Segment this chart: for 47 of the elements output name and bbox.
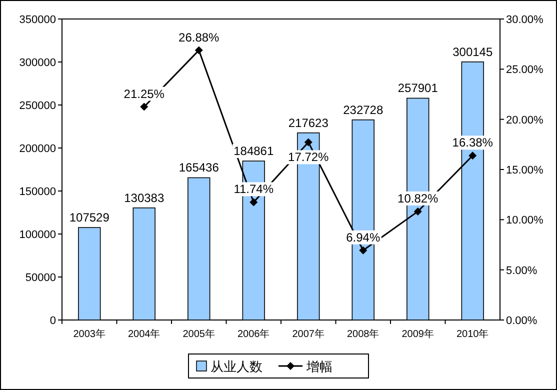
x-tick-label: 2009年 [402,328,434,340]
data-label: 300145 [452,44,493,59]
legend-label: 增幅 [306,359,332,374]
x-tick-label: 2010年 [456,328,489,340]
point [468,152,477,160]
data-label: 26.88% [178,30,220,44]
x-tick-label: 2003年 [73,328,106,340]
y-tick-label: 50000 [25,272,56,284]
y2-tick-label: 15.00% [506,164,544,176]
y2-tick-label: 20.00% [506,114,544,126]
y2-tick-label: 25.00% [506,64,544,76]
data-label: 11.74% [234,182,274,196]
point [194,46,203,54]
x-tick-label: 2006年 [238,328,270,340]
y2-tick-label: 30.00% [506,14,544,26]
y-tick-label: 150000 [19,186,56,198]
data-label: 6.94% [346,230,380,244]
point [359,246,368,254]
legend-label: 从业人数 [210,359,262,374]
data-label: 16.38% [452,136,494,150]
y2-tick-label: 10.00% [506,214,544,227]
y-tick-label: 300000 [19,57,56,69]
y-tick-label: 250000 [19,100,56,112]
data-label: 257901 [398,81,438,96]
data-label: 165436 [178,160,220,175]
data-label: 21.25% [124,86,165,101]
point [140,102,148,111]
data-label: 10.82% [398,191,439,206]
data-label: 17.72% [288,150,330,164]
y-tick-label: 100000 [19,229,56,241]
y-tick-label: 200000 [19,143,56,155]
data-label: 130383 [124,190,164,205]
y-tick-label: 350000 [19,14,56,26]
x-tick-label: 2004年 [128,328,160,340]
x-tick-label: 2008年 [347,328,380,340]
data-label: 184861 [234,144,274,158]
x-tick-label: 2007年 [292,328,324,340]
point [414,207,422,216]
x-tick-label: 2005年 [182,328,215,340]
y-tick-label: 0 [50,315,56,327]
data-label: 232728 [343,102,384,117]
point [304,138,312,146]
data-label: 217623 [288,116,329,130]
y2-tick-label: 0.00% [506,315,538,327]
y2-tick-label: 5.00% [506,264,538,277]
point [250,198,258,206]
data-label: 107529 [69,210,110,225]
